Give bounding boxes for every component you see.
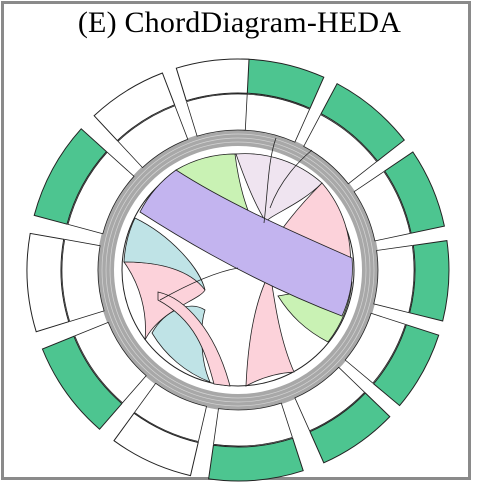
outer-segment-s4 — [409, 240, 450, 322]
outer-segment-s8 — [113, 412, 199, 477]
outer-segment-s9 — [41, 335, 123, 430]
ribbon-cyan-top — [123, 217, 206, 291]
chord-ribbons — [123, 137, 353, 387]
inner-segment-6 — [294, 366, 366, 432]
inner-segment-9 — [74, 321, 147, 404]
inner-segment-2 — [303, 114, 378, 185]
outer-segment-s5 — [372, 324, 440, 407]
outer-segment-s7 — [208, 437, 304, 482]
chord-edge-2 — [269, 149, 313, 209]
inner-segment-5 — [344, 312, 406, 384]
outer-segment-s13 — [175, 58, 250, 102]
chord-edge-3 — [159, 267, 239, 301]
inner-segment-3 — [353, 171, 411, 242]
inner-segment-10 — [61, 238, 105, 323]
ribbon-pink-center — [157, 291, 231, 387]
ribbon-pink-bottom — [245, 270, 295, 387]
inner-segment-1 — [239, 93, 311, 143]
inner-segment-11 — [67, 151, 135, 235]
outer-segment-s3 — [384, 151, 445, 234]
inner-segment-12 — [117, 105, 189, 169]
track-line-2 — [105, 137, 371, 403]
chord-edge-1 — [263, 137, 277, 224]
inner-segment-7 — [213, 402, 293, 447]
inner-segment-13 — [185, 93, 248, 137]
outer-segment-s1 — [240, 58, 325, 109]
outer-segment-s12 — [93, 72, 176, 142]
outer-segment-ring — [26, 58, 450, 482]
outer-segment-s10 — [26, 232, 70, 333]
inner-segment-8 — [133, 382, 207, 442]
track-line-1 — [109, 141, 367, 399]
track-line-3 — [101, 133, 375, 407]
inner-segment-4 — [373, 245, 415, 314]
inner-segment-ring — [61, 93, 415, 447]
outer-segment-s11 — [33, 128, 108, 225]
outer-segment-s2 — [320, 83, 406, 162]
ribbon-purple — [139, 169, 353, 317]
outer-segment-s6 — [309, 392, 391, 464]
page-title: (E) ChordDiagram-HEDA — [77, 6, 402, 39]
